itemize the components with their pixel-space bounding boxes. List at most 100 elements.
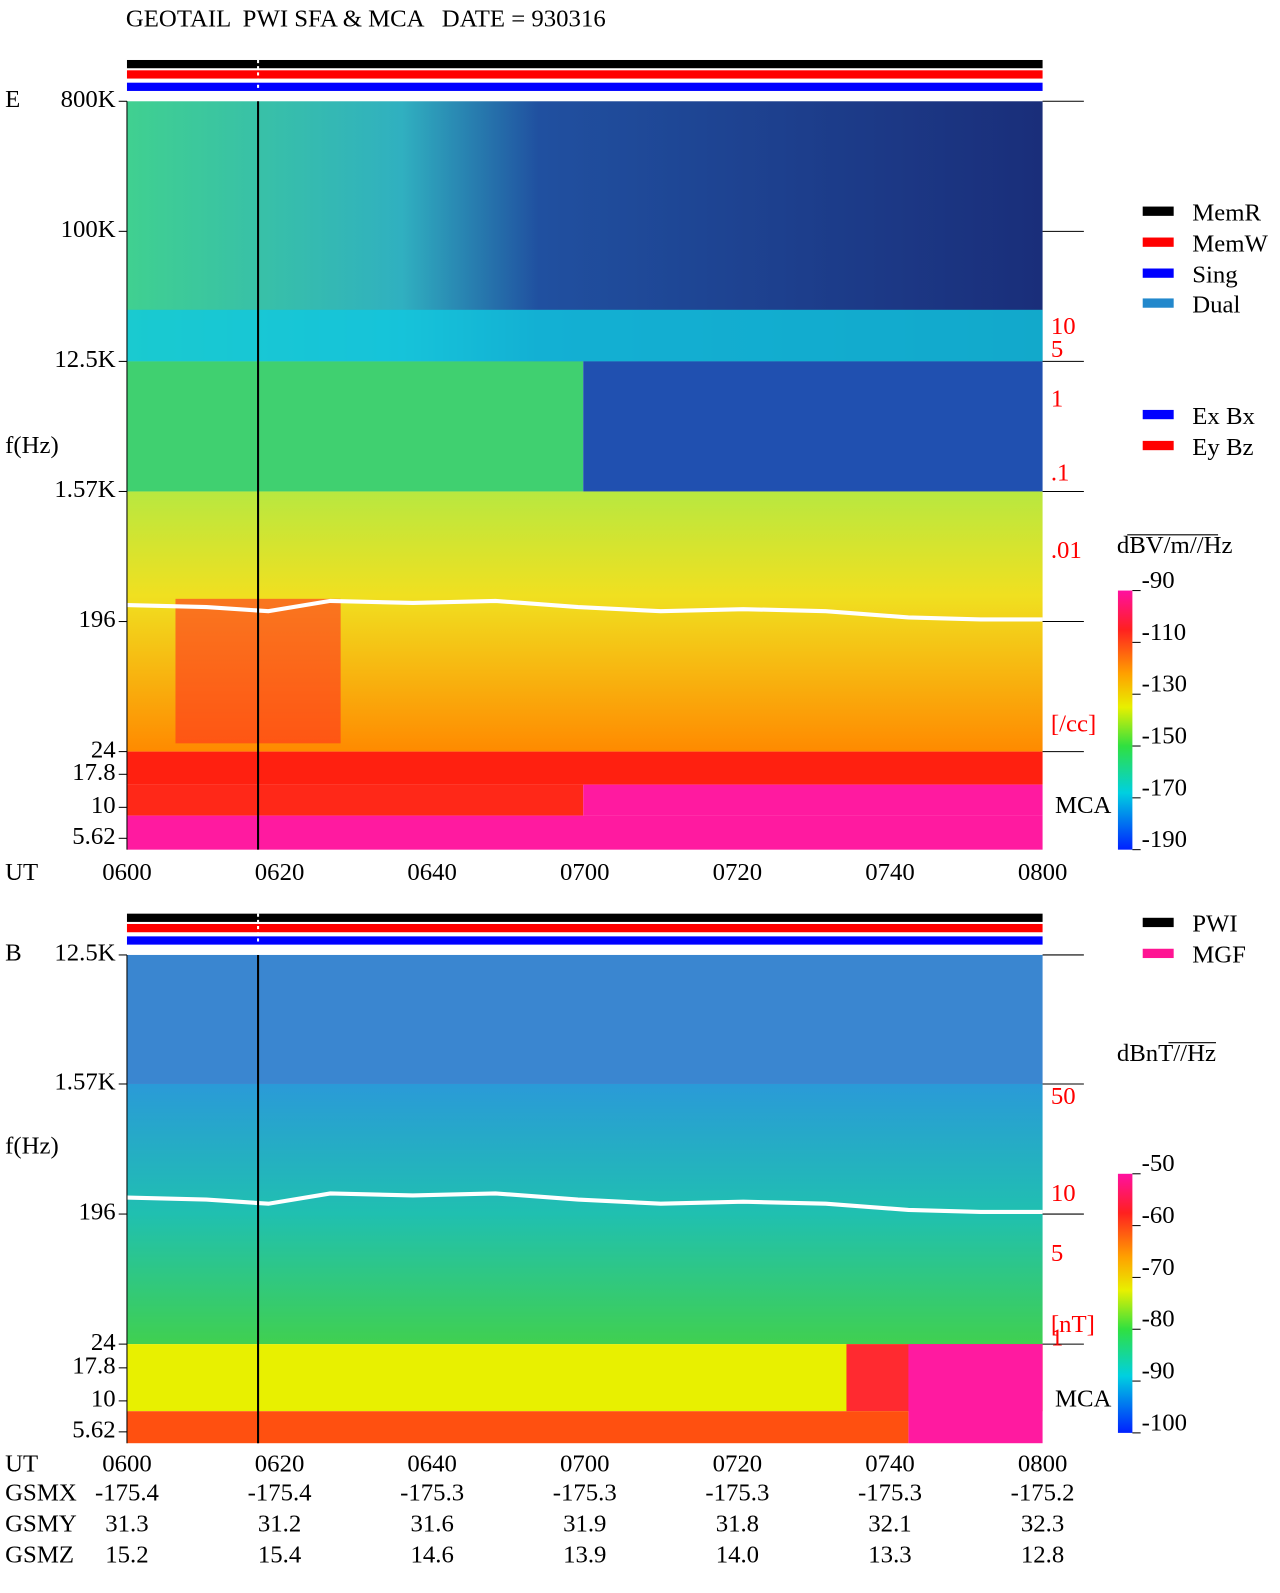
legend-swatch bbox=[1142, 206, 1174, 216]
legend-label: PWI bbox=[1192, 911, 1237, 938]
colorbar-tick-label: -90 bbox=[1142, 1357, 1175, 1384]
y-tick-label: 1.57K bbox=[54, 1069, 115, 1096]
right-label: 50 bbox=[1051, 1083, 1076, 1110]
legend-label: Ey Bz bbox=[1192, 434, 1253, 461]
legend-swatch bbox=[1142, 917, 1174, 928]
x-tick-label: 0620 bbox=[255, 859, 305, 886]
y-tick-label: 17.8 bbox=[72, 1353, 115, 1380]
colorbar-tick-label: -70 bbox=[1142, 1254, 1175, 1281]
orbit-value: 14.0 bbox=[716, 1541, 759, 1568]
x-tick-label: 0720 bbox=[713, 859, 763, 886]
right-label: 10 bbox=[1051, 1180, 1076, 1207]
x-tick-label: 0800 bbox=[1018, 859, 1068, 886]
y-tick-label: 10 bbox=[91, 792, 116, 819]
orbit-value: -175.3 bbox=[553, 1480, 617, 1507]
orbit-value: 14.6 bbox=[411, 1541, 454, 1568]
x-axis-label: UT bbox=[5, 859, 38, 886]
y-tick-label: 5.62 bbox=[72, 823, 115, 850]
right-label: [/cc] bbox=[1051, 710, 1096, 737]
x-tick-label: 0720 bbox=[713, 1451, 763, 1478]
colorbar-tick-label: -110 bbox=[1142, 619, 1186, 646]
legend-label: Ex Bx bbox=[1192, 403, 1255, 430]
right-label: 10 bbox=[1051, 313, 1076, 340]
x-tick-label: 0700 bbox=[560, 1451, 610, 1478]
orbit-label: GSMY bbox=[5, 1510, 77, 1537]
y-tick-label: 800K bbox=[61, 86, 116, 113]
orbit-value: 31.6 bbox=[411, 1510, 454, 1537]
legend-label: Sing bbox=[1192, 261, 1237, 288]
colorbar-label: dBV/m//Hz bbox=[1117, 532, 1233, 559]
legend-label: MGF bbox=[1192, 942, 1246, 969]
orbit-value: -175.3 bbox=[400, 1480, 464, 1507]
colorbar-tick-label: -100 bbox=[1142, 1409, 1187, 1436]
colorbar-tick-label: -60 bbox=[1142, 1202, 1175, 1229]
colorbar-tick-label: -150 bbox=[1142, 722, 1187, 749]
orbit-value: -175.2 bbox=[1011, 1480, 1075, 1507]
right-label: 1 bbox=[1051, 1325, 1063, 1352]
mca-label: MCA bbox=[1055, 792, 1112, 819]
x-tick-label: 0600 bbox=[102, 1451, 152, 1478]
colorbar-tick-label: -170 bbox=[1142, 774, 1187, 801]
colorbar-tick-label: -80 bbox=[1142, 1306, 1175, 1333]
orbit-value: 15.2 bbox=[105, 1541, 148, 1568]
right-label: 1 bbox=[1051, 385, 1063, 412]
mca-label: MCA bbox=[1055, 1386, 1112, 1413]
panel-id: E bbox=[5, 86, 20, 113]
colorbar-tick-label: -50 bbox=[1142, 1150, 1175, 1177]
orbit-value: -175.3 bbox=[705, 1480, 769, 1507]
orbit-value: 15.4 bbox=[258, 1541, 301, 1568]
colorbar bbox=[1117, 590, 1133, 850]
x-tick-label: 0600 bbox=[102, 859, 152, 886]
colorbar-tick-label: -190 bbox=[1142, 826, 1187, 853]
status-bars bbox=[126, 59, 1043, 945]
y-tick-label: 196 bbox=[78, 606, 115, 633]
orbit-value: -175.4 bbox=[95, 1480, 159, 1507]
x-tick-label: 0740 bbox=[865, 859, 915, 886]
orbit-value: 32.1 bbox=[868, 1510, 911, 1537]
legend-swatch bbox=[1142, 298, 1174, 308]
orbit-value: 31.9 bbox=[563, 1510, 606, 1537]
spectrogram-b bbox=[126, 954, 1043, 1444]
legend-label: Dual bbox=[1192, 291, 1240, 318]
y-tick-label: 24 bbox=[91, 1329, 116, 1356]
colorbar-label: dBnT//Hz bbox=[1117, 1040, 1216, 1067]
right-label: 5 bbox=[1051, 336, 1063, 363]
colorbar-tick-label: -130 bbox=[1142, 671, 1187, 698]
title: GEOTAIL PWI SFA & MCA DATE = 930316 bbox=[126, 5, 606, 32]
right-label: .01 bbox=[1051, 537, 1082, 564]
orbit-value: -175.4 bbox=[248, 1480, 312, 1507]
orbit-value: 31.2 bbox=[258, 1510, 301, 1537]
orbit-value: -175.3 bbox=[858, 1480, 922, 1507]
orbit-value: 31.8 bbox=[716, 1510, 759, 1537]
orbit-value: 32.3 bbox=[1021, 1510, 1064, 1537]
legend-swatch bbox=[1142, 948, 1174, 959]
orbit-label: GSMZ bbox=[5, 1541, 74, 1568]
legend-swatch bbox=[1142, 440, 1174, 451]
right-label: .1 bbox=[1051, 460, 1070, 487]
spectrogram-e bbox=[126, 101, 1043, 850]
colorbar-tick-label: -90 bbox=[1142, 567, 1175, 594]
y-axis-label: f(Hz) bbox=[5, 432, 59, 459]
x-tick-label: 0740 bbox=[865, 1451, 915, 1478]
panel-id: B bbox=[5, 940, 22, 967]
legend-swatch bbox=[1142, 268, 1174, 278]
y-tick-label: 100K bbox=[61, 216, 116, 243]
right-label: 5 bbox=[1051, 1240, 1063, 1267]
legend-swatch bbox=[1142, 237, 1174, 247]
orbit-value: 12.8 bbox=[1021, 1541, 1064, 1568]
y-tick-label: 12.5K bbox=[54, 346, 115, 373]
y-tick-label: 196 bbox=[78, 1199, 115, 1226]
legend-label: MemR bbox=[1192, 200, 1261, 227]
x-tick-label: 0800 bbox=[1018, 1451, 1068, 1478]
right-label: [nT] bbox=[1051, 1311, 1095, 1338]
legend-swatch bbox=[1142, 409, 1174, 420]
x-axis-label: UT bbox=[5, 1451, 38, 1478]
colorbar bbox=[1117, 1173, 1133, 1433]
y-tick-label: 10 bbox=[91, 1386, 116, 1413]
y-tick-label: 5.62 bbox=[72, 1417, 115, 1444]
y-tick-label: 17.8 bbox=[72, 759, 115, 786]
x-tick-label: 0640 bbox=[407, 1451, 457, 1478]
orbit-value: 13.9 bbox=[563, 1541, 606, 1568]
x-tick-label: 0700 bbox=[560, 859, 610, 886]
